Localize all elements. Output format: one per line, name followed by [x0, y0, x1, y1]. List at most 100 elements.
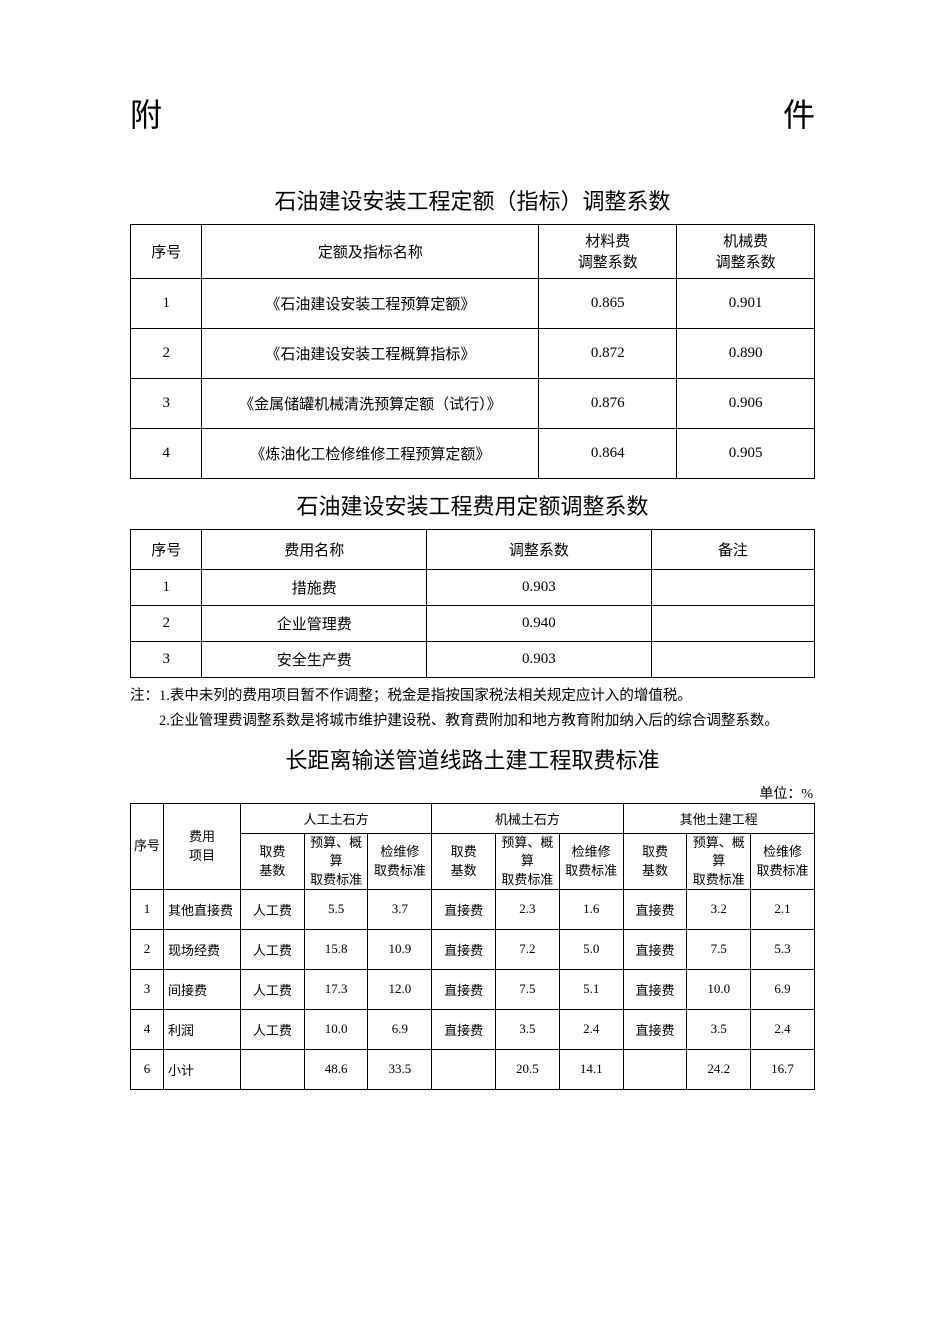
table-cell: 0.890	[677, 329, 815, 379]
table-cell: 0.865	[539, 279, 677, 329]
table-cell: 1	[131, 889, 164, 929]
t3-h-grp3: 其他土建工程	[623, 804, 814, 834]
table-cell: 0.876	[539, 379, 677, 429]
table-cell: 直接费	[623, 929, 687, 969]
table-cell: 人工费	[240, 929, 304, 969]
table2-header-row: 序号 费用名称 调整系数 备注	[131, 530, 815, 570]
table-cell: 16.7	[751, 1049, 815, 1089]
table-cell: 人工费	[240, 889, 304, 929]
table2-body: 1措施费0.9032企业管理费0.9403安全生产费0.903	[131, 570, 815, 678]
table-cell: 2.3	[496, 889, 560, 929]
table-cell: 3.7	[368, 889, 432, 929]
table-cell: 4	[131, 1009, 164, 1049]
table1-header-row: 序号 定额及指标名称 材料费调整系数 机械费调整系数	[131, 225, 815, 279]
table-cell: 措施费	[202, 570, 427, 606]
table-cell: 直接费	[623, 1009, 687, 1049]
table-cell: 直接费	[623, 969, 687, 1009]
t3-subhead: 检维修取费标准	[751, 834, 815, 890]
t3-subhead: 检维修取费标准	[368, 834, 432, 890]
table-cell: 3	[131, 642, 202, 678]
table-cell: 10.0	[304, 1009, 368, 1049]
t3-h-idx: 序号	[131, 804, 164, 890]
table-row: 4利润人工费10.06.9直接费3.52.4直接费3.52.4	[131, 1009, 815, 1049]
table3-unit: 单位：%	[130, 783, 813, 803]
table-cell: 5.0	[559, 929, 623, 969]
table-cell: 0.940	[427, 606, 652, 642]
table-cell: 间接费	[163, 969, 240, 1009]
attach-right: 件	[783, 90, 815, 136]
table-cell	[651, 642, 814, 678]
t2-h-val: 调整系数	[427, 530, 652, 570]
table-cell: 3.5	[496, 1009, 560, 1049]
attach-left: 附	[130, 90, 162, 136]
table-cell: 直接费	[623, 889, 687, 929]
table-row: 6小计48.633.520.514.124.216.7	[131, 1049, 815, 1089]
table3-body: 1其他直接费人工费5.53.7直接费2.31.6直接费3.22.12现场经费人工…	[131, 889, 815, 1089]
table1-title: 石油建设安装工程定额（指标）调整系数	[130, 184, 815, 216]
table-cell: 《石油建设安装工程概算指标》	[202, 329, 539, 379]
table-cell: 5.3	[751, 929, 815, 969]
table2-title: 石油建设安装工程费用定额调整系数	[130, 489, 815, 521]
table3-head: 序号 费用项目 人工土石方 机械土石方 其他土建工程 取费基数预算、概算取费标准…	[131, 804, 815, 890]
table-cell: 《炼油化工检修维修工程预算定额》	[202, 429, 539, 479]
table-cell: 1	[131, 570, 202, 606]
table-cell: 0.905	[677, 429, 815, 479]
table-cell: 5.5	[304, 889, 368, 929]
t3-subhead: 预算、概算取费标准	[496, 834, 560, 890]
t3-h-grp2: 机械土石方	[432, 804, 623, 834]
table-cell: 2	[131, 929, 164, 969]
table-cell: 现场经费	[163, 929, 240, 969]
table-cell: 直接费	[432, 929, 496, 969]
t3-subhead: 取费基数	[240, 834, 304, 890]
table-row: 1措施费0.903	[131, 570, 815, 606]
table-cell: 人工费	[240, 969, 304, 1009]
table-cell: 10.9	[368, 929, 432, 969]
table-cell: 0.901	[677, 279, 815, 329]
table-cell: 33.5	[368, 1049, 432, 1089]
t1-h-name: 定额及指标名称	[202, 225, 539, 279]
table-cell: 7.2	[496, 929, 560, 969]
table-cell: 1	[131, 279, 202, 329]
t3-subhead: 预算、概算取费标准	[687, 834, 751, 890]
table-cell: 17.3	[304, 969, 368, 1009]
t3-subhead: 检维修取费标准	[559, 834, 623, 890]
table-row: 4《炼油化工检修维修工程预算定额》0.8640.905	[131, 429, 815, 479]
table-cell: 其他直接费	[163, 889, 240, 929]
table-cell: 2.4	[751, 1009, 815, 1049]
table-cell: 《金属储罐机械清洗预算定额（试行）》	[202, 379, 539, 429]
table-cell: 小计	[163, 1049, 240, 1089]
table-cell	[240, 1049, 304, 1089]
table-cell	[432, 1049, 496, 1089]
table-cell: 7.5	[687, 929, 751, 969]
table-row: 3《金属储罐机械清洗预算定额（试行）》0.8760.906	[131, 379, 815, 429]
table-row: 3安全生产费0.903	[131, 642, 815, 678]
table1-body: 1《石油建设安装工程预算定额》0.8650.9012《石油建设安装工程概算指标》…	[131, 279, 815, 479]
table-cell: 2	[131, 606, 202, 642]
table-cell: 安全生产费	[202, 642, 427, 678]
table-cell: 24.2	[687, 1049, 751, 1089]
table-cell: 3.5	[687, 1009, 751, 1049]
table-row: 2现场经费人工费15.810.9直接费7.25.0直接费7.55.3	[131, 929, 815, 969]
table-cell	[651, 606, 814, 642]
t3-subhead: 取费基数	[623, 834, 687, 890]
table-cell: 3	[131, 969, 164, 1009]
table3-head-row1: 序号 费用项目 人工土石方 机械土石方 其他土建工程	[131, 804, 815, 834]
t2-h-note: 备注	[651, 530, 814, 570]
table-cell: 直接费	[432, 969, 496, 1009]
table1: 序号 定额及指标名称 材料费调整系数 机械费调整系数 1《石油建设安装工程预算定…	[130, 224, 815, 479]
table-cell: 0.903	[427, 570, 652, 606]
table-cell: 1.6	[559, 889, 623, 929]
table-cell: 《石油建设安装工程预算定额》	[202, 279, 539, 329]
table-cell: 15.8	[304, 929, 368, 969]
table-cell: 20.5	[496, 1049, 560, 1089]
table-row: 1《石油建设安装工程预算定额》0.8650.901	[131, 279, 815, 329]
table-cell: 6.9	[751, 969, 815, 1009]
table-row: 2企业管理费0.940	[131, 606, 815, 642]
t2-h-name: 费用名称	[202, 530, 427, 570]
table-cell: 12.0	[368, 969, 432, 1009]
t3-subhead: 取费基数	[432, 834, 496, 890]
table-cell: 直接费	[432, 1009, 496, 1049]
table-row: 3间接费人工费17.312.0直接费7.55.1直接费10.06.9	[131, 969, 815, 1009]
table-cell: 14.1	[559, 1049, 623, 1089]
t3-subhead: 预算、概算取费标准	[304, 834, 368, 890]
